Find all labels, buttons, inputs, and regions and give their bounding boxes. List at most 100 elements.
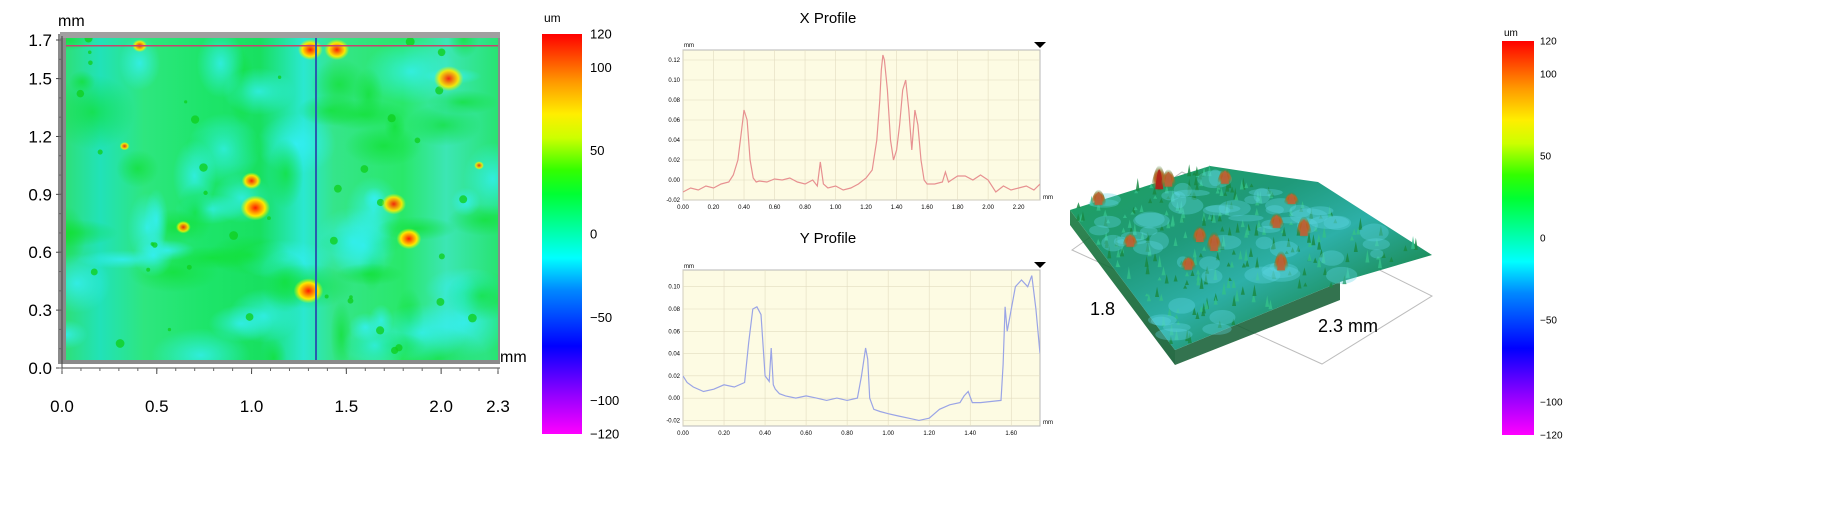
y-profile-x-tick-label: 0.80 xyxy=(841,431,853,437)
surface-3d-spike xyxy=(1116,263,1121,268)
color-scale-right-tick-label: 0 xyxy=(1540,234,1546,245)
y-profile-x-tick-label: 0.20 xyxy=(718,431,730,437)
surface-3d-spike xyxy=(1413,237,1418,250)
surface-3d-view: 1.8 2.3 mm xyxy=(1070,164,1434,365)
y-profile-y-tick-label: -0.02 xyxy=(666,418,680,424)
surface-3d-peak-core xyxy=(1126,234,1135,247)
surface-3d-spike xyxy=(1179,213,1184,223)
x-profile-y-tick-label: 0.06 xyxy=(668,118,680,124)
surface-3d-patch xyxy=(1133,212,1170,229)
surface-3d-patch xyxy=(1306,206,1334,216)
surface-3d-spike xyxy=(1316,233,1321,243)
surface-3d-spike xyxy=(1161,314,1166,327)
map-x-tick-label: 1.0 xyxy=(240,397,264,416)
color-scale-left: um 120 100 50 0 −50 −100 −120 xyxy=(542,11,619,442)
surface-3d-spike xyxy=(1202,246,1207,251)
map-y-tick-label: 1.7 xyxy=(28,31,52,50)
color-scale-left-tick-label: 100 xyxy=(590,60,612,75)
height-map-hotspots xyxy=(119,39,484,304)
surface-3d-patch xyxy=(1370,249,1384,259)
y-profile-x-tick-label: 0.00 xyxy=(677,431,689,437)
surface-3d-spike xyxy=(1174,313,1179,319)
map-x-tick-label: 2.3 xyxy=(486,397,510,416)
y-profile-y-tick-label: 0.04 xyxy=(668,352,680,358)
surface-3d-spike xyxy=(1377,255,1382,269)
surface-3d-spike xyxy=(1193,175,1198,186)
surface-3d-spike xyxy=(1240,286,1245,295)
height-map-speck xyxy=(333,184,342,193)
x-profile-marker-icon[interactable] xyxy=(1034,42,1046,48)
x-profile-line xyxy=(683,54,1040,193)
surface-3d-spike xyxy=(1159,293,1164,301)
surface-3d-patch xyxy=(1244,195,1260,205)
y-profile-marker-icon[interactable] xyxy=(1034,262,1046,268)
height-map-texture-blob xyxy=(260,337,287,360)
surface-3d-spike xyxy=(1203,273,1208,285)
map-x-unit: mm xyxy=(500,349,527,366)
surface-3d-spike xyxy=(1103,216,1108,227)
surface-3d-peak-core xyxy=(1210,234,1219,251)
x-profile-x-tick-label: 1.80 xyxy=(952,205,964,211)
height-map-speck xyxy=(186,264,192,270)
map-x-tick-label: 1.5 xyxy=(335,397,359,416)
surface-3d-spike xyxy=(1173,274,1178,282)
x-profile-x-tick-label: 0.20 xyxy=(708,205,720,211)
surface-3d-patch xyxy=(1205,204,1241,213)
surface-3d-spike xyxy=(1196,275,1201,286)
surface-3d-spike xyxy=(1229,201,1234,210)
surface-3d-spike xyxy=(1255,256,1260,269)
height-map-panel: 0.0 0.3 0.6 0.9 1.2 1.5 1.7 0.0 0.5 1.0 1.5 2.0 2.3… xyxy=(28,13,527,416)
color-scale-left-tick-label: −50 xyxy=(590,310,612,325)
surface-3d-spike xyxy=(1187,164,1192,177)
height-map-hotspot xyxy=(433,66,464,92)
height-map-texture-blob xyxy=(376,216,457,241)
surface-3d-spike xyxy=(1159,198,1164,203)
surface-3d-spike xyxy=(1297,278,1302,289)
surface-3d-spike xyxy=(1376,255,1381,260)
height-map-texture-blob xyxy=(66,320,88,349)
surface-3d-spike xyxy=(1254,223,1259,236)
surface-3d-spike xyxy=(1153,252,1158,262)
surface-3d-spike xyxy=(1144,293,1149,297)
surface-3d-patch xyxy=(1202,205,1231,216)
height-map-texture xyxy=(66,38,498,360)
surface-3d-spike xyxy=(1213,296,1218,305)
surface-3d-spike xyxy=(1254,207,1259,216)
surface-3d-spike xyxy=(1231,249,1236,255)
x-profile-y-tick-label: 0.12 xyxy=(668,58,680,64)
height-map-speck xyxy=(199,163,208,172)
surface-3d-spike xyxy=(1255,199,1260,206)
height-map-speck xyxy=(414,137,421,144)
surface-3d-spike xyxy=(1313,225,1318,232)
y-profile-y-tick-label: 0.10 xyxy=(668,285,680,291)
surface-3d-spike xyxy=(1289,221,1294,225)
surface-3d-spike xyxy=(1223,191,1228,196)
surface-3d-patch xyxy=(1309,215,1350,230)
surface-3d-spike xyxy=(1204,300,1209,310)
map-y-unit: mm xyxy=(58,13,85,30)
surface-3d-spike xyxy=(1164,210,1169,216)
color-scale-left-tick-label: 0 xyxy=(590,227,597,242)
surface-3d-spike xyxy=(1270,192,1275,197)
height-map-texture-blob xyxy=(463,142,498,216)
surface-3d-patch xyxy=(1161,190,1180,201)
surface-3d-spike xyxy=(1191,192,1196,200)
surface-3d-spike xyxy=(1313,257,1318,263)
surface-3d-spike xyxy=(1213,267,1218,280)
surface-3d-spike xyxy=(1284,250,1289,254)
surface-3d-spike xyxy=(1170,189,1175,202)
color-scale-right-tick-label: −50 xyxy=(1540,316,1557,327)
height-map-hotspot xyxy=(396,228,422,250)
surface-3d-spike xyxy=(1080,211,1085,221)
surface-3d-spike xyxy=(1199,179,1204,187)
surface-3d-spike xyxy=(1239,179,1244,190)
surface-3d-spike xyxy=(1358,217,1363,230)
surface-3d-side-front xyxy=(1175,282,1340,365)
color-scale-left-tick-label: −120 xyxy=(590,427,619,442)
surface-3d-patch xyxy=(1135,211,1165,227)
color-scale-right-unit: um xyxy=(1504,28,1518,39)
height-map-texture-blob xyxy=(268,138,304,209)
surface-3d-patch xyxy=(1155,328,1193,341)
height-map-hotspot xyxy=(241,172,262,190)
y-profile-y-tick-label: 0.06 xyxy=(668,329,680,335)
